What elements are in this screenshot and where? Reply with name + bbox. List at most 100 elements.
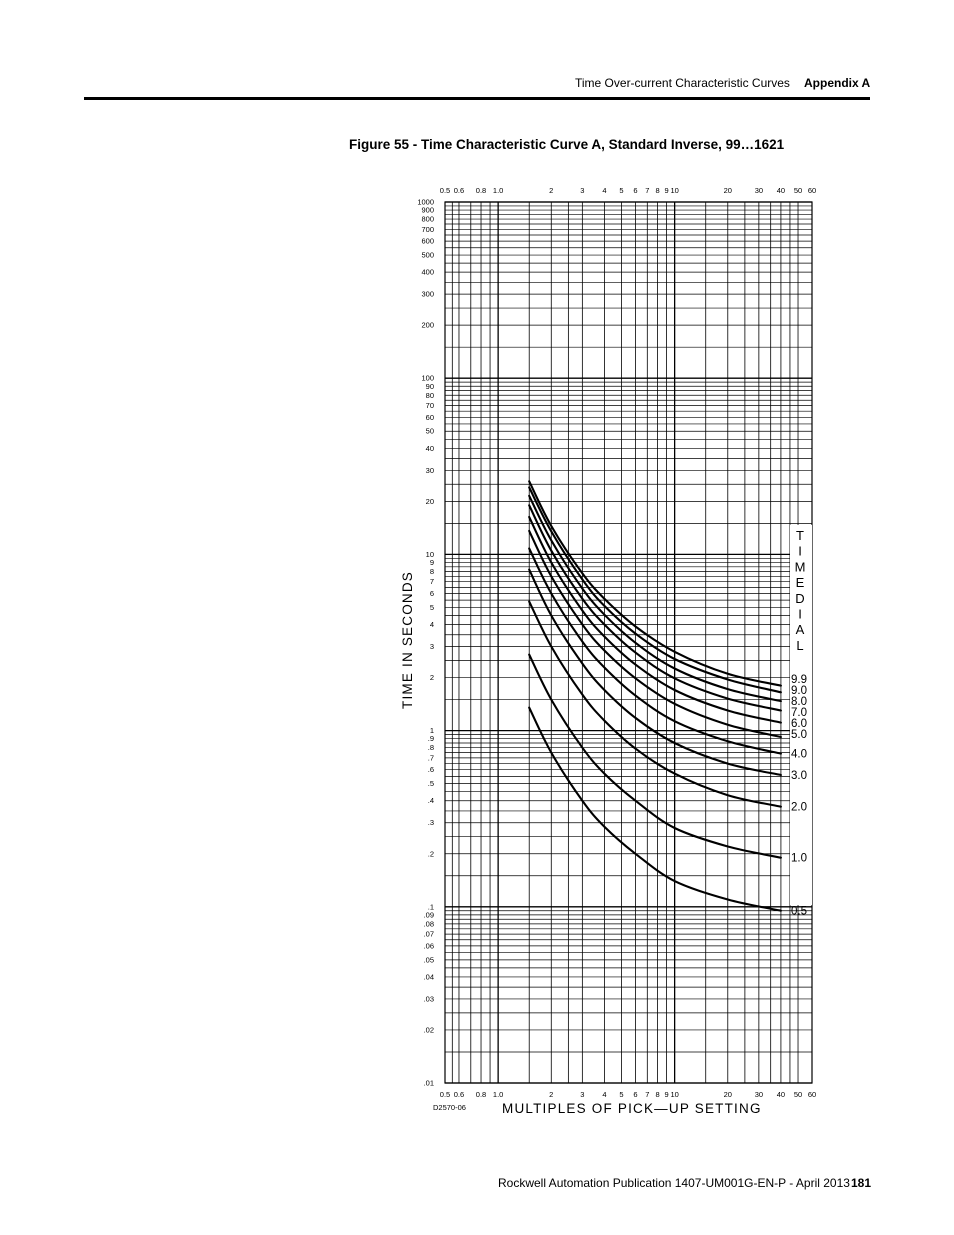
y-tick-label: .6 [428, 765, 434, 774]
x-tick-label-top: 7 [645, 186, 649, 195]
x-tick-label-bottom: 3 [580, 1090, 584, 1099]
y-tick-label: .1 [428, 902, 434, 911]
legend-label-7-0: 7.0 [791, 707, 807, 719]
x-tick-label-top: 2 [549, 186, 553, 195]
x-tick-label-bottom: 8 [655, 1090, 659, 1099]
legend-title-letter: A [796, 622, 805, 637]
header-appendix-label: Appendix A [804, 76, 871, 90]
y-tick-label: 600 [421, 237, 434, 246]
legend-label-9-9: 9.9 [791, 674, 807, 686]
y-tick-label: 8 [430, 567, 434, 576]
grid-layer [444, 201, 813, 1084]
x-tick-label-top: 60 [808, 186, 816, 195]
curve-layer [528, 480, 782, 912]
y-tick-label: 1 [430, 726, 434, 735]
x-tick-label-top: 0.8 [476, 186, 486, 195]
y-tick-label: 6 [430, 589, 434, 598]
legend-label-9-0: 9.0 [791, 685, 807, 697]
curve-time-dial-5-0 [528, 529, 782, 739]
x-axis-label: MULTIPLES OF PICK—UP SETTING [502, 1101, 762, 1116]
y-tick-label: 30 [426, 466, 434, 475]
y-tick-label: .06 [424, 941, 434, 950]
y-tick-label: 7 [430, 577, 434, 586]
x-tick-label-bottom: 40 [777, 1090, 785, 1099]
y-tick-label: .04 [424, 972, 434, 981]
legend-label-1-0: 1.0 [791, 853, 807, 865]
y-tick-label: 90 [426, 382, 434, 391]
tick-label-layer: 0.50.50.60.60.80.81.01.02233445566778899… [417, 186, 816, 1099]
y-tick-label: 20 [426, 497, 434, 506]
x-tick-label-bottom: 0.6 [454, 1090, 464, 1099]
curve-time-dial-7-0 [528, 504, 782, 712]
legend-title-letter: L [796, 638, 803, 653]
y-tick-label: 10 [426, 550, 434, 559]
y-tick-label: 80 [426, 391, 434, 400]
x-tick-label-top: 40 [777, 186, 785, 195]
y-tick-label: 500 [421, 251, 434, 260]
x-tick-label-bottom: 50 [794, 1090, 802, 1099]
curve-time-dial-1-0 [528, 653, 782, 859]
y-tick-label: .01 [424, 1079, 434, 1088]
legend-title-letter: T [796, 528, 804, 543]
legend-label-8-0: 8.0 [791, 696, 807, 708]
y-tick-label: 800 [421, 215, 434, 224]
y-tick-label: .5 [428, 779, 434, 788]
x-tick-label-bottom: 7 [645, 1090, 649, 1099]
curve-time-dial-2-0 [528, 600, 782, 808]
legend-title-letter: E [796, 575, 805, 590]
y-tick-label: .3 [428, 818, 434, 827]
footer-page-number: 181 [851, 1176, 872, 1190]
drawing-id: D2570-06 [433, 1103, 466, 1112]
x-tick-label-bottom: 6 [633, 1090, 637, 1099]
legend-title-letter: M [795, 559, 806, 574]
x-tick-label-bottom: 0.8 [476, 1090, 486, 1099]
x-tick-label-top: 20 [724, 186, 732, 195]
y-tick-label: 100 [421, 374, 434, 383]
y-axis-label: TIME IN SECONDS [400, 571, 415, 709]
y-tick-label: 5 [430, 603, 434, 612]
y-tick-label: .09 [424, 910, 434, 919]
x-tick-label-top: 5 [619, 186, 623, 195]
legend-label-2-0: 2.0 [791, 802, 807, 814]
y-tick-label: 900 [421, 206, 434, 215]
legend-label-0-5: 0.5 [791, 906, 807, 918]
y-tick-label: .7 [428, 753, 434, 762]
y-tick-label: .02 [424, 1025, 434, 1034]
x-tick-label-bottom: 60 [808, 1090, 816, 1099]
y-tick-label: 3 [430, 642, 434, 651]
x-tick-label-top: 50 [794, 186, 802, 195]
y-tick-label: 70 [426, 401, 434, 410]
y-tick-label: 4 [430, 620, 434, 629]
curve-time-dial-9-0 [528, 486, 782, 694]
x-tick-label-top: 3 [580, 186, 584, 195]
x-tick-label-bottom: 2 [549, 1090, 553, 1099]
x-tick-label-bottom: 0.5 [440, 1090, 450, 1099]
y-tick-label: 9 [430, 558, 434, 567]
x-tick-label-bottom: 30 [755, 1090, 763, 1099]
curve-time-dial-6-0 [528, 515, 782, 724]
x-tick-label-top: 30 [755, 186, 763, 195]
x-tick-label-bottom: 5 [619, 1090, 623, 1099]
curve-time-dial-4-0 [528, 547, 782, 755]
y-tick-label: 50 [426, 427, 434, 436]
y-tick-label: 700 [421, 225, 434, 234]
y-tick-label: .9 [428, 734, 434, 743]
x-tick-label-bottom: 4 [602, 1090, 606, 1099]
x-tick-label-bottom: 1.0 [493, 1090, 503, 1099]
curve-time-dial-8-0 [528, 494, 782, 703]
y-tick-label: 1000 [417, 198, 434, 207]
x-tick-label-top: 0.5 [440, 186, 450, 195]
x-tick-label-top: 4 [602, 186, 606, 195]
y-tick-label: .2 [428, 849, 434, 858]
x-tick-label-top: 10 [670, 186, 678, 195]
y-tick-label: 40 [426, 444, 434, 453]
y-tick-label: .03 [424, 994, 434, 1003]
legend-label-4-0: 4.0 [791, 749, 807, 761]
x-tick-label-bottom: 9 [664, 1090, 668, 1099]
x-tick-label-top: 8 [655, 186, 659, 195]
y-tick-label: 60 [426, 413, 434, 422]
x-tick-label-top: 6 [633, 186, 637, 195]
header-section-title: Time Over-current Characteristic Curves [575, 76, 790, 90]
y-tick-label: .07 [424, 930, 434, 939]
